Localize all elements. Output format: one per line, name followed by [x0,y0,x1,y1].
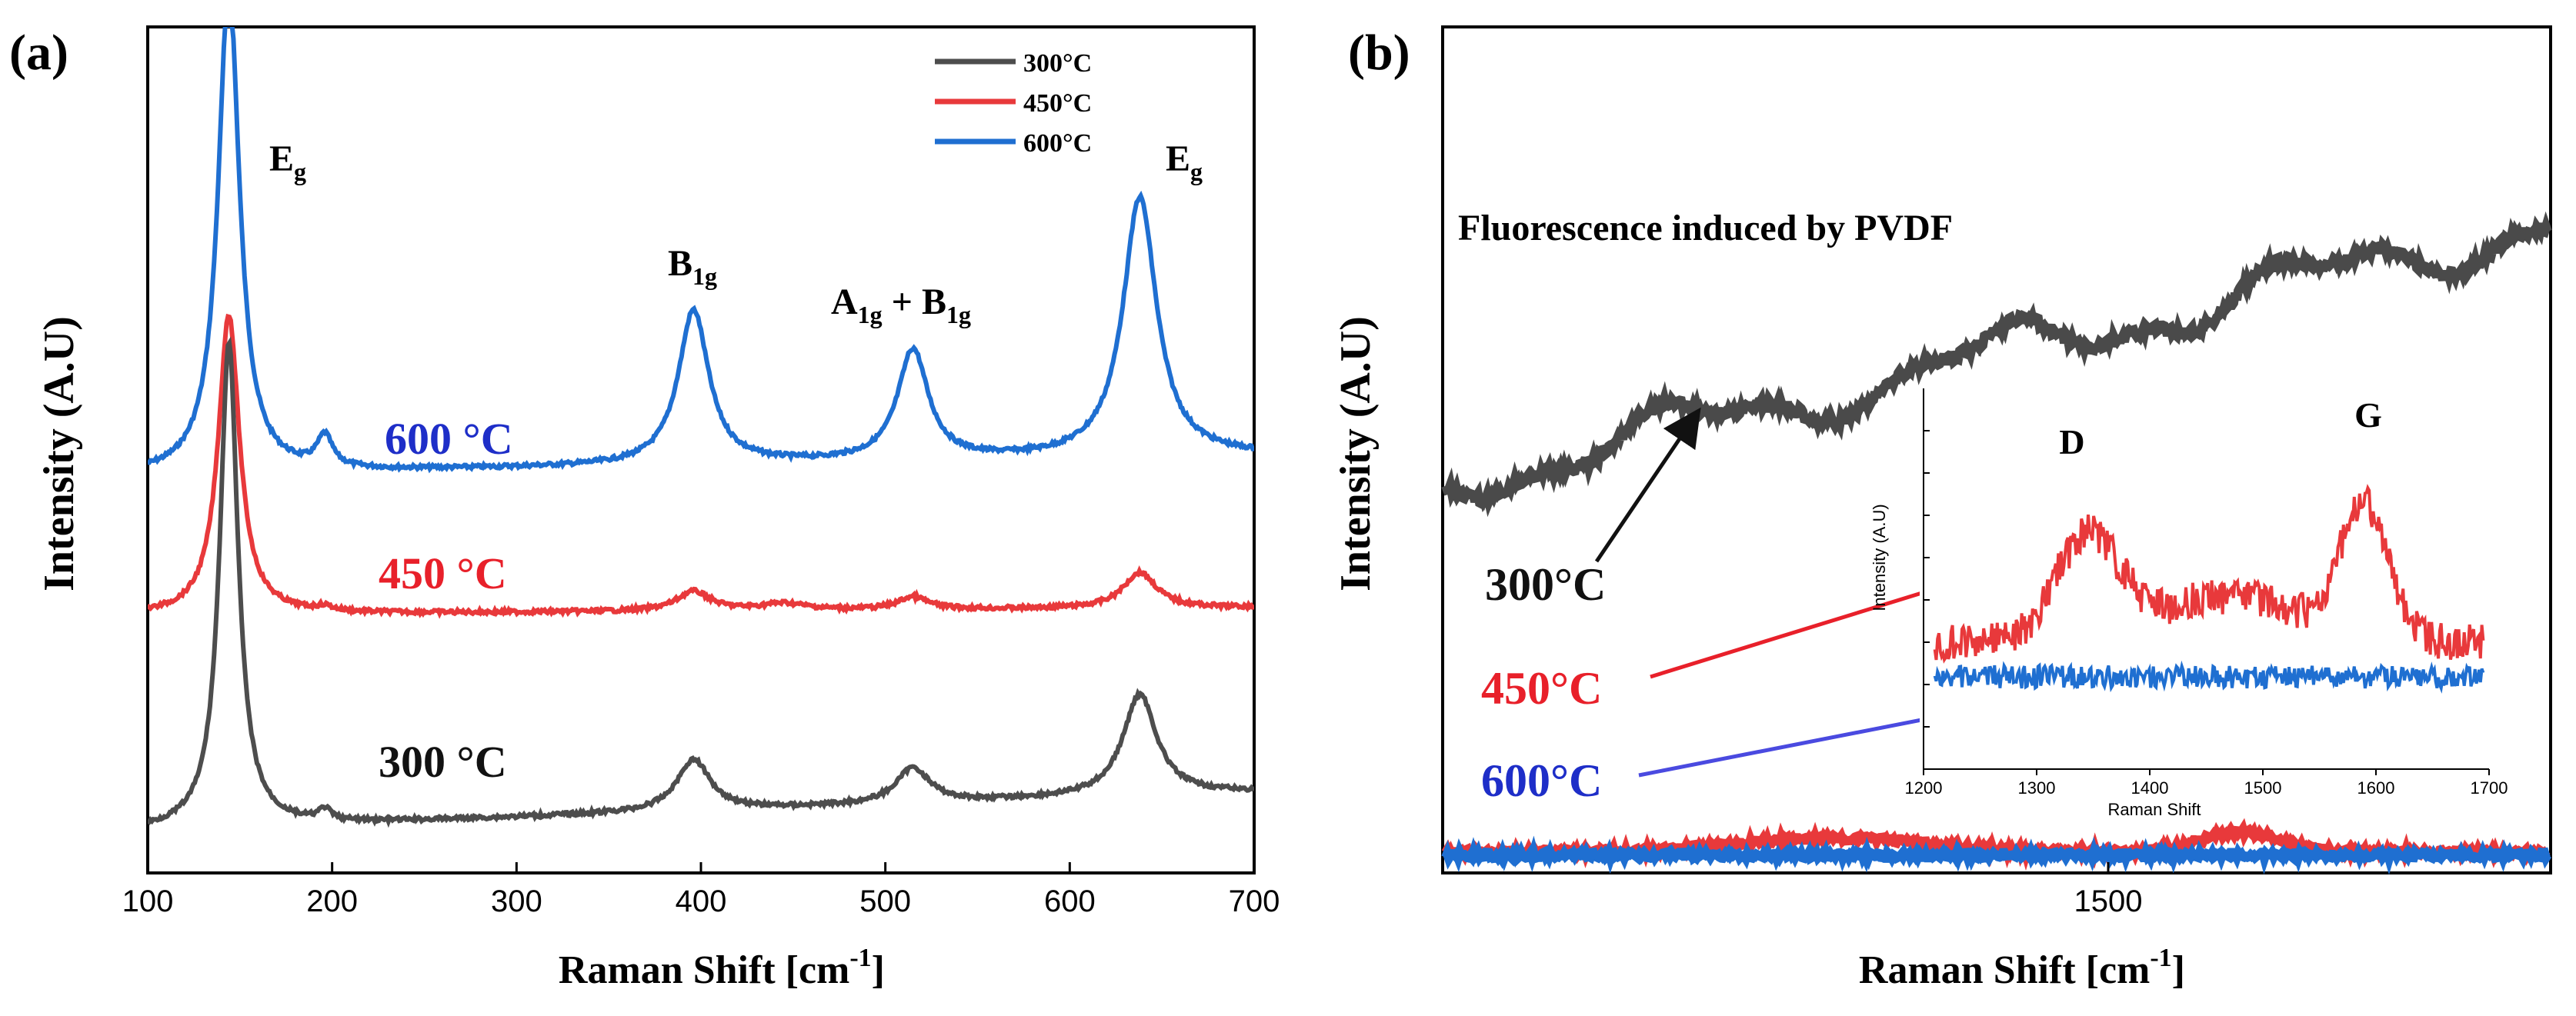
inset-ylabel: Intensity (A.U) [1870,504,1889,611]
annot-a1g-b1g: A1g + B1g [831,281,971,328]
panel-b-frame [1441,25,2552,874]
panel-a-xlabel-end: ] [872,948,885,992]
b-series-600 [1441,835,2552,875]
inset-band-g: G [2354,395,2382,435]
panel-b-xlabel: Raman Shift [cm-1] [1859,944,2185,992]
annot-b1g: B1g [668,243,717,290]
series-label-600: 600 °C [385,414,513,464]
b-tick-label: 1500 [2074,884,2143,918]
inset-series-600 [1933,660,2485,694]
a-series-line [148,336,1254,828]
a-series-line [148,313,1254,619]
series-label-450: 450 °C [379,548,507,598]
legend-label-300: 300°C [1023,49,1092,78]
annot-b1g-main: B [668,243,692,284]
inset-series-group [1933,484,2485,694]
a-tick-label: 200 [306,884,358,918]
arrow-300 [1594,407,1701,563]
annot-eg-left-main: E [269,138,294,179]
b-label-300: 300°C [1485,559,1606,610]
panel-a-legend: 300°C 450°C 600°C [935,49,1092,158]
annot-a1g-plus: + B [883,281,946,322]
panel-a-xlabel-sup: -1 [849,944,871,972]
inset-series-450 [1933,484,2485,664]
panel-a-xlabel-main: Raman Shift [cm [559,948,849,992]
inset-plot: 1200 1300 1400 1500 1600 1700 Raman Shift Int… [1870,385,2508,819]
annot-eg-right-sub: g [1190,158,1203,185]
panel-b-x-ticks: 1500 [2074,862,2143,918]
annot-a1g-sub2: 1g [946,301,971,328]
a-tick-label: 600 [1044,884,1096,918]
inset-xlabel: Raman Shift [2107,800,2201,819]
panel-a-ylabel: Intensity (A.U) [35,316,83,591]
inset-band-d: D [2059,422,2084,461]
inset-x-ticks: 1200 1300 1400 1500 1600 1700 [1905,430,2508,798]
annot-a1g-main: A [831,281,858,322]
a-series-line [148,27,1254,474]
inset-tick-label: 1300 [2018,778,2056,798]
b-series-300 [1441,211,2552,518]
annot-a1g-sub: 1g [858,301,883,328]
a-tick-label: 100 [122,884,174,918]
inset-tick-label: 1600 [2357,778,2395,798]
panel-b-xlabel-sup: -1 [2150,944,2171,972]
a-tick-label: 400 [676,884,727,918]
panel-a-series-group [148,27,1254,828]
inset-tick-label: 1200 [1905,778,1943,798]
panel-b-series-group [1441,211,2552,875]
panel-b-label: (b) [1348,25,1410,81]
panel-a-label: (a) [9,25,68,81]
a-tick-label: 700 [1229,884,1280,918]
panel-a-xlabel: Raman Shift [cm-1] [559,944,885,992]
panel-b-xlabel-main: Raman Shift [cm [1859,948,2150,992]
a-tick-label: 500 [859,884,911,918]
annot-eg-left: Eg [269,138,306,185]
legend-label-450: 450°C [1023,89,1092,118]
panel-a: 100 200 300 400 500 600 700 300°C 450°C 600°C … [35,25,1280,992]
b-label-450: 450°C [1481,663,1602,714]
panel-b-ylabel: Intensity (A.U) [1332,316,1380,591]
annot-eg-left-sub: g [294,158,306,185]
legend-label-600: 600°C [1023,129,1092,158]
inset-tick-label: 1500 [2244,778,2282,798]
b-label-600: 600°C [1481,755,1602,806]
panel-b-xlabel-end: ] [2172,948,2185,992]
annot-eg-right-main: E [1166,138,1190,179]
inset-background [1920,385,2489,773]
panel-b: 1500 Fluorescence induced by PVDF 300°C … [1332,25,2552,992]
inset-tick-label: 1700 [2471,778,2508,798]
inset-tick-label: 1400 [2131,778,2169,798]
annot-b1g-sub: 1g [692,262,717,290]
a-tick-label: 300 [491,884,542,918]
panel-b-title: Fluorescence induced by PVDF [1458,208,1953,248]
series-label-300: 300 °C [379,737,507,787]
panel-a-x-ticks: 100 200 300 400 500 600 700 [122,862,1280,918]
annot-eg-right: Eg [1166,138,1203,185]
